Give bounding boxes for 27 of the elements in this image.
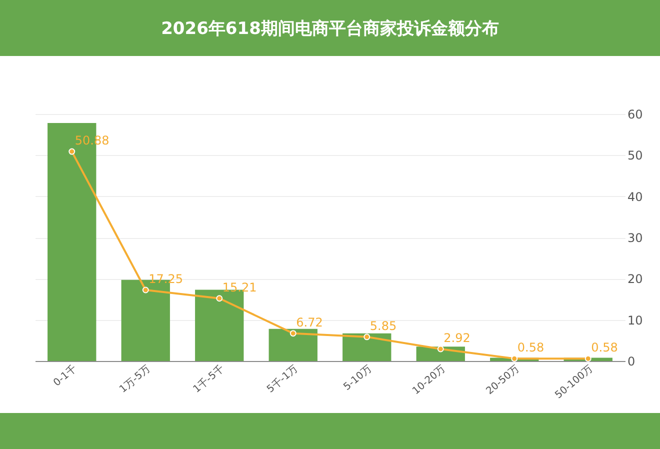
y-tick-label: 10: [628, 313, 643, 328]
data-label: 5.85: [370, 318, 397, 333]
point: [437, 346, 444, 352]
chart-title: 2026年618期间电商平台商家投诉金额分布: [0, 0, 660, 56]
bar: [342, 333, 392, 361]
bar: [268, 328, 318, 361]
y-tick-label: 30: [628, 231, 643, 245]
x-tick-label: 0-1千: [51, 362, 79, 389]
data-label: 6.72: [296, 315, 323, 330]
y-tick-label: 20: [628, 272, 643, 286]
point: [584, 355, 592, 362]
y-tick-label: 60: [628, 108, 643, 122]
data-label: 0.58: [517, 340, 544, 355]
data-label: 0.58: [591, 340, 618, 355]
point: [142, 286, 149, 294]
point: [511, 355, 518, 362]
y-tick-label: 50: [628, 148, 643, 163]
x-tick-label: 1万-5万: [118, 364, 153, 396]
point: [216, 295, 223, 302]
point: [364, 334, 370, 340]
data-label: 2.92: [444, 330, 470, 345]
x-tick-label: 1千-5千: [190, 362, 226, 396]
point: [290, 330, 296, 337]
y-tick-label: 0: [628, 354, 636, 368]
point: [68, 148, 76, 155]
y-tick-label: 40: [628, 190, 643, 204]
x-tick-label: 5千-1万: [264, 362, 300, 396]
